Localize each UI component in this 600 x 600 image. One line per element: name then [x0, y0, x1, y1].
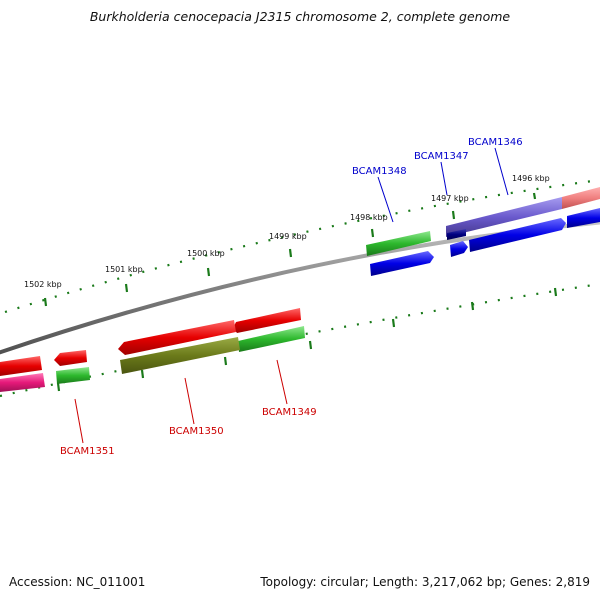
tick-1496-upper [532, 192, 537, 200]
leader-bcam1348 [377, 176, 394, 223]
gene-label-bcam1348: BCAM1348 [352, 166, 407, 177]
cds-bcam1351-red[interactable] [54, 350, 87, 366]
map-title: Burkholderia cenocepacia J2315 chromosom… [89, 9, 511, 24]
leader-bcam1349 [276, 359, 288, 405]
tick-1497-upper [451, 210, 456, 220]
forward-strand-cds [366, 187, 600, 276]
gene-label-bcam1346: BCAM1346 [468, 137, 523, 148]
cds-bcam1349-green[interactable] [238, 326, 305, 352]
gene-label-bcam1349: BCAM1349 [262, 407, 317, 418]
tick-1502-upper [43, 297, 48, 307]
topology-text: Topology: circular; Length: 3,217,062 bp… [260, 575, 590, 589]
cds-bcam1346-purple[interactable] [446, 197, 562, 237]
kbp-label-1496: 1496 kbp [512, 174, 550, 183]
cds-blue-2[interactable] [450, 241, 468, 257]
kbp-label-1501: 1501 kbp [105, 265, 143, 274]
cds-bcam1348-green[interactable] [366, 231, 431, 256]
gene-label-bcam1350: BCAM1350 [169, 426, 224, 437]
leader-bcam1350 [184, 377, 195, 425]
cds-bcam1347-navy[interactable] [447, 229, 466, 240]
kbp-label-1497: 1497 kbp [431, 194, 469, 203]
tick-1498-lower [391, 318, 396, 328]
tick-1500-upper [206, 267, 211, 277]
cds-blue-3[interactable] [469, 218, 566, 252]
gene-label-bcam1347: BCAM1347 [414, 151, 469, 162]
cds-blue-1[interactable] [370, 251, 434, 276]
cds-pink-left-edge[interactable] [0, 373, 45, 392]
tick-1497-lower [470, 301, 475, 311]
cds-bcam1349-red[interactable] [233, 308, 301, 333]
tick-1502-lower [56, 382, 61, 392]
scale-track-lower [0, 282, 600, 398]
tick-1501-upper [124, 283, 129, 293]
kbp-label-1500: 1500 kbp [187, 249, 225, 258]
tick-1500-lower [223, 356, 228, 366]
tick-1501-lower [140, 369, 145, 379]
accession-text: Accession: NC_011001 [9, 575, 146, 589]
cds-bcam1350-olive[interactable] [120, 337, 240, 374]
scale-track-upper [4, 178, 600, 314]
gene-label-bcam1351: BCAM1351 [60, 446, 115, 457]
cds-salmon-feature[interactable] [562, 187, 600, 209]
tick-1499-lower [308, 340, 313, 350]
tick-1498-upper [370, 228, 375, 238]
kbp-label-1499: 1499 kbp [269, 232, 307, 241]
leader-bcam1346 [494, 147, 509, 196]
label-leader-lines [74, 147, 509, 444]
cds-bcam1350-red[interactable] [118, 320, 236, 355]
kbp-label-1498: 1498 kbp [350, 213, 388, 222]
tick-1496-lower [553, 287, 558, 297]
tick-1499-upper [288, 248, 293, 258]
reverse-strand-cds [0, 308, 305, 392]
cds-red-left-edge[interactable] [0, 356, 42, 376]
cds-bcam1351-green[interactable] [56, 367, 90, 384]
major-ticks-upper [43, 192, 537, 307]
leader-bcam1347 [440, 161, 448, 196]
cds-blue-4[interactable] [567, 208, 600, 228]
leader-bcam1351 [74, 398, 84, 444]
kbp-label-1502: 1502 kbp [24, 280, 62, 289]
major-ticks-lower [56, 287, 558, 392]
